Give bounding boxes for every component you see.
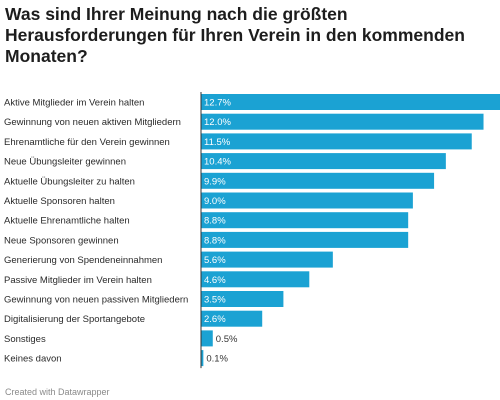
category-label: Keines davon [4,354,62,365]
category-label: Aktive Mitglieder im Verein halten [4,98,144,109]
category-label: Ehrenamtliche für den Verein gewinnen [4,137,170,148]
bar [201,153,446,170]
bar [201,350,204,367]
bar [201,192,413,209]
bar [201,212,409,229]
bar [201,310,263,327]
value-label: 11.5% [204,137,231,148]
value-label: 5.6% [204,255,226,266]
value-label: 0.1% [206,354,228,365]
value-label: 2.6% [204,314,226,325]
category-label: Gewinnung von neuen passiven Mitgliedern [4,295,188,306]
category-label: Neue Übungsleiter gewinnen [4,157,126,168]
value-label: 0.5% [216,334,238,345]
value-label: 4.6% [204,275,226,286]
category-label: Passive Mitglieder im Verein halten [4,275,152,286]
bar [201,271,310,288]
chart-title: Was sind Ihrer Meinung nach die größten … [5,4,465,66]
value-label: 8.8% [204,235,226,246]
category-label: Gewinnung von neuen aktiven Mitgliedern [4,117,181,128]
bar [201,133,472,150]
value-label: 3.5% [204,295,226,306]
bar [201,251,333,268]
value-label: 9.9% [204,176,226,187]
category-label: Neue Sponsoren gewinnen [4,235,119,246]
value-label: 12.0% [204,117,231,128]
bar [201,94,500,110]
bar [201,330,213,347]
value-label: 9.0% [204,196,226,207]
category-label: Generierung von Spendeneinnahmen [4,255,162,266]
bar [201,291,284,307]
value-label: 8.8% [204,216,226,227]
category-label: Aktuelle Übungsleiter zu halten [4,176,135,187]
category-label: Aktuelle Sponsoren halten [4,196,115,207]
category-label: Sonstiges [4,334,46,345]
bar [201,113,484,130]
category-label: Aktuelle Ehrenamtliche halten [4,216,130,227]
category-label: Digitalisierung der Sportangebote [4,314,145,325]
value-label: 12.7% [204,98,231,109]
bar [201,172,435,189]
bar [201,231,409,248]
value-label: 10.4% [204,157,231,168]
credit-footer: Created with Datawrapper [5,387,110,397]
